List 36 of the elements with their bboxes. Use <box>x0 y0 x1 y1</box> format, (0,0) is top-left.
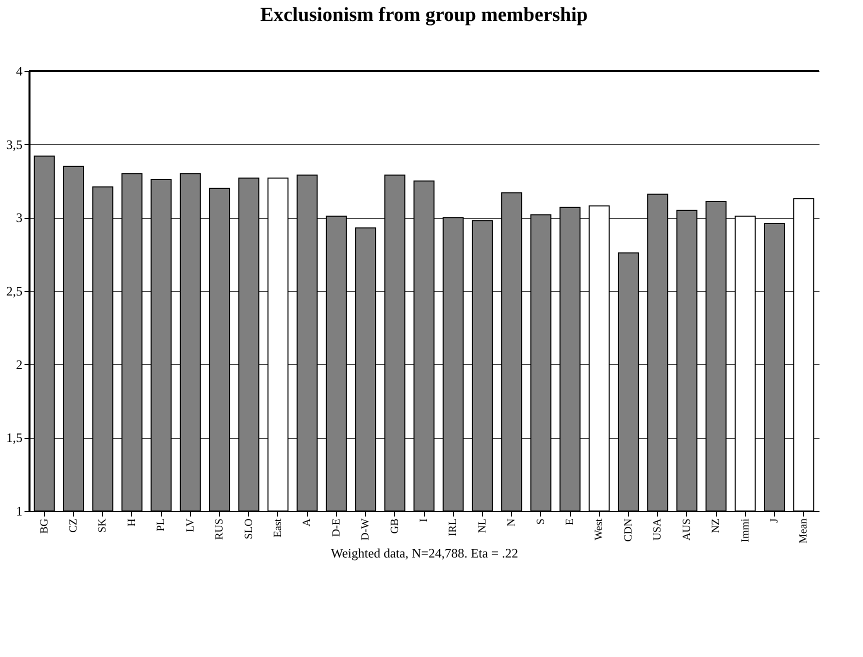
x-tick-label: Mean <box>798 518 810 544</box>
x-tick-label: S <box>534 518 547 525</box>
x-tick-label: East <box>272 518 284 538</box>
x-tick-label: SLO <box>242 518 255 540</box>
x-tick-label: J <box>768 518 780 523</box>
x-tick-label: SK <box>96 518 109 533</box>
x-tick-label: CDN <box>622 518 634 542</box>
y-tick-label: 4 <box>16 64 23 78</box>
x-tick-label: RUS <box>214 518 226 540</box>
x-tick-label: LV <box>184 518 196 532</box>
x-tick-label: I <box>418 518 430 522</box>
y-tick-label: 1 <box>16 504 22 518</box>
x-tick-label: BG <box>38 518 50 534</box>
y-tick-label: 2 <box>16 356 22 372</box>
x-tick-label: NL <box>476 518 488 534</box>
x-tick-label: Immi <box>739 518 752 542</box>
x-tick-label: D-W <box>360 518 372 540</box>
x-tick-label: IRL <box>447 518 460 536</box>
x-tick-label: West <box>593 518 606 540</box>
x-tick-label: NZ <box>710 518 722 534</box>
chart-title: Exclusionism from group membership <box>260 4 588 26</box>
x-tick-label: GB <box>388 518 401 534</box>
y-tick-label: 1,5 <box>6 430 22 446</box>
x-tick-label: E <box>564 518 576 526</box>
x-tick-label: A <box>301 518 314 526</box>
x-axis-title: Weighted data, N=24,788. Eta = .22 <box>330 546 518 561</box>
y-tick-label: 2,5 <box>6 284 22 298</box>
y-tick-label: 3 <box>16 210 22 226</box>
x-tick-label: D-E <box>330 518 342 537</box>
x-tick-label: H <box>126 518 138 526</box>
x-tick-label: USA <box>652 518 664 541</box>
x-tick-label: PL <box>155 518 168 532</box>
x-tick-label: N <box>506 518 518 526</box>
x-tick-label: AUS <box>680 518 693 541</box>
x-tick-label: CZ <box>68 518 80 533</box>
y-tick-label: 3,5 <box>6 136 22 152</box>
